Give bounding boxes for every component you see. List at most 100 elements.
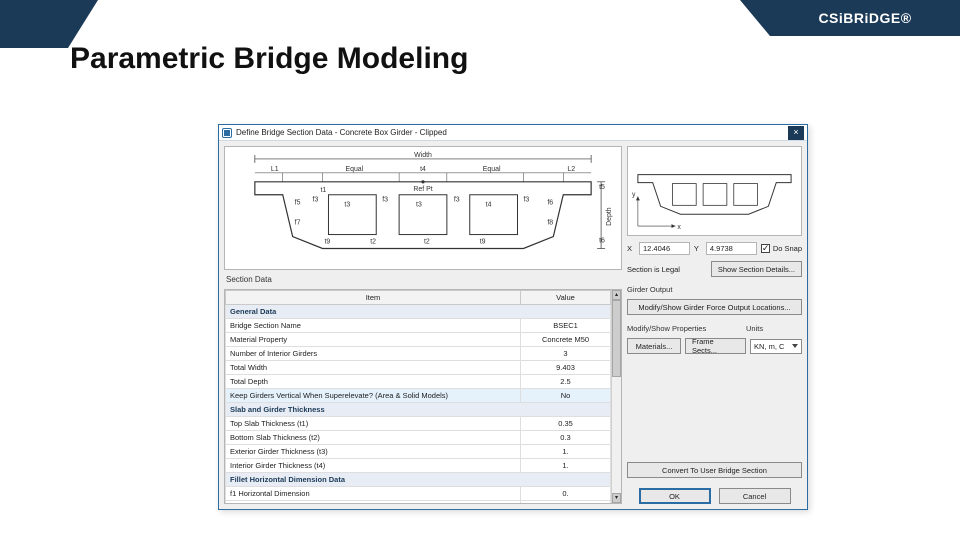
- cell-item: Total Width: [226, 361, 521, 375]
- table-row[interactable]: Bottom Slab Thickness (t2)0.3: [226, 431, 611, 445]
- cell-item: Slab and Girder Thickness: [226, 403, 611, 417]
- cell-value[interactable]: Concrete M50: [521, 333, 611, 347]
- svg-text:L2: L2: [567, 166, 575, 173]
- col-value[interactable]: Value: [521, 291, 611, 305]
- cell-value[interactable]: 0.: [521, 487, 611, 501]
- table-category-row: Slab and Girder Thickness: [226, 403, 611, 417]
- table-row[interactable]: f2 Horizontal Dimension0.: [226, 501, 611, 505]
- brand-bar: CSiBRiDGE®: [770, 0, 960, 36]
- table-category-row: General Data: [226, 305, 611, 319]
- cancel-button[interactable]: Cancel: [719, 488, 791, 504]
- table-row[interactable]: Interior Girder Thickness (t4)1.: [226, 459, 611, 473]
- table-category-row: Fillet Horizontal Dimension Data: [226, 473, 611, 487]
- svg-text:f3: f3: [523, 197, 529, 204]
- cell-item: Number of Interior Girders: [226, 347, 521, 361]
- table-row[interactable]: Material PropertyConcrete M50: [226, 333, 611, 347]
- dialog-title: Define Bridge Section Data - Concrete Bo…: [236, 128, 788, 137]
- cell-value[interactable]: 1.: [521, 445, 611, 459]
- svg-text:f3: f3: [313, 197, 319, 204]
- svg-text:x: x: [677, 224, 681, 231]
- table-row[interactable]: Number of Interior Girders3: [226, 347, 611, 361]
- section-status-text: Section is Legal: [627, 265, 705, 274]
- units-select[interactable]: KN, m, C: [750, 339, 802, 354]
- svg-text:f5: f5: [295, 200, 301, 207]
- brand-logo-text: CSiBRiDGE®: [818, 10, 911, 26]
- cell-value[interactable]: 2.5: [521, 375, 611, 389]
- table-row[interactable]: Total Depth2.5: [226, 375, 611, 389]
- svg-text:t4: t4: [420, 166, 426, 173]
- x-readout: 12.4046: [639, 242, 690, 255]
- section-diagram: Width L1 Equal t4 Equal L2: [224, 146, 622, 270]
- scroll-up-icon[interactable]: ▴: [612, 290, 621, 300]
- svg-text:t3: t3: [416, 202, 422, 209]
- cell-item: f2 Horizontal Dimension: [226, 501, 521, 505]
- cell-value[interactable]: 0.: [521, 501, 611, 505]
- cell-item: Top Slab Thickness (t1): [226, 417, 521, 431]
- dim-width: Width: [414, 152, 432, 159]
- materials-button[interactable]: Materials...: [627, 338, 681, 354]
- svg-text:Equal: Equal: [345, 166, 363, 173]
- cell-value[interactable]: No: [521, 389, 611, 403]
- svg-text:t4: t4: [486, 202, 492, 209]
- x-label: X: [627, 244, 635, 253]
- cell-item: Material Property: [226, 333, 521, 347]
- cell-value[interactable]: 0.3: [521, 431, 611, 445]
- svg-text:f7: f7: [295, 220, 301, 227]
- cell-value[interactable]: 0.35: [521, 417, 611, 431]
- frame-sects-button[interactable]: Frame Sects...: [685, 338, 746, 354]
- cell-item: Fillet Horizontal Dimension Data: [226, 473, 611, 487]
- checkbox-icon[interactable]: [761, 244, 770, 253]
- svg-text:t3: t3: [344, 202, 350, 209]
- show-section-details-button[interactable]: Show Section Details...: [711, 261, 802, 277]
- svg-text:t9: t9: [480, 239, 486, 246]
- close-icon[interactable]: ×: [788, 126, 804, 140]
- svg-text:t9: t9: [324, 239, 330, 246]
- svg-text:t2: t2: [370, 239, 376, 246]
- table-row[interactable]: Total Width9.403: [226, 361, 611, 375]
- table-vertical-scrollbar[interactable]: ▴ ▾: [611, 290, 621, 503]
- convert-to-user-section-button[interactable]: Convert To User Bridge Section: [627, 462, 802, 478]
- cell-item: Exterior Girder Thickness (t3): [226, 445, 521, 459]
- y-readout: 4.9738: [706, 242, 757, 255]
- do-snap-checkbox[interactable]: Do Snap: [761, 244, 802, 253]
- units-label: Units: [746, 324, 802, 333]
- scroll-down-icon[interactable]: ▾: [612, 493, 621, 503]
- svg-text:f3: f3: [382, 197, 388, 204]
- dialog-titlebar[interactable]: Define Bridge Section Data - Concrete Bo…: [219, 125, 807, 141]
- svg-text:f6: f6: [547, 200, 553, 207]
- cell-value[interactable]: 1.: [521, 459, 611, 473]
- cell-item: Bottom Slab Thickness (t2): [226, 431, 521, 445]
- define-bridge-section-dialog: Define Bridge Section Data - Concrete Bo…: [218, 124, 808, 510]
- cell-value[interactable]: BSEC1: [521, 319, 611, 333]
- section-data-label: Section Data: [226, 275, 622, 284]
- cell-item: General Data: [226, 305, 611, 319]
- ok-button[interactable]: OK: [639, 488, 711, 504]
- svg-text:L1: L1: [271, 166, 279, 173]
- cell-value[interactable]: 9.403: [521, 361, 611, 375]
- modify-show-properties-label: Modify/Show Properties: [627, 324, 742, 333]
- table-row[interactable]: Exterior Girder Thickness (t3)1.: [226, 445, 611, 459]
- cell-value[interactable]: 3: [521, 347, 611, 361]
- svg-text:y: y: [632, 191, 636, 198]
- cell-item: Total Depth: [226, 375, 521, 389]
- svg-text:Ref Pt: Ref Pt: [413, 186, 432, 193]
- svg-text:t1: t1: [321, 187, 327, 194]
- svg-text:t6: t6: [599, 238, 605, 245]
- scroll-thumb[interactable]: [612, 300, 621, 377]
- svg-text:Equal: Equal: [483, 166, 501, 173]
- section-data-table: Item Value General DataBridge Section Na…: [224, 289, 622, 504]
- girder-output-label: Girder Output: [627, 285, 802, 294]
- cell-item: f1 Horizontal Dimension: [226, 487, 521, 501]
- svg-text:f3: f3: [454, 197, 460, 204]
- cell-item: Keep Girders Vertical When Superelevate?…: [226, 389, 521, 403]
- svg-text:f8: f8: [547, 220, 553, 227]
- table-row[interactable]: Bridge Section NameBSEC1: [226, 319, 611, 333]
- cell-item: Interior Girder Thickness (t4): [226, 459, 521, 473]
- table-row[interactable]: f1 Horizontal Dimension0.: [226, 487, 611, 501]
- col-item[interactable]: Item: [226, 291, 521, 305]
- girder-force-locations-button[interactable]: Modify/Show Girder Force Output Location…: [627, 299, 802, 315]
- svg-text:t2: t2: [424, 239, 430, 246]
- table-row[interactable]: Keep Girders Vertical When Superelevate?…: [226, 389, 611, 403]
- cell-item: Bridge Section Name: [226, 319, 521, 333]
- table-row[interactable]: Top Slab Thickness (t1)0.35: [226, 417, 611, 431]
